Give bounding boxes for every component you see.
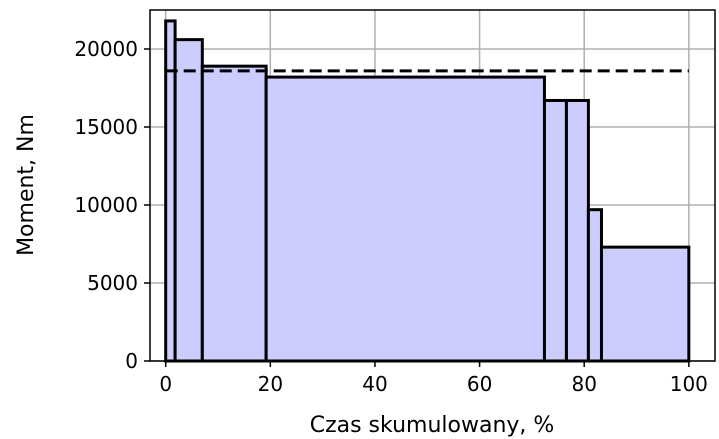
y-axis-ticks: 0 5000 10000 15000 20000: [74, 37, 150, 373]
y-tick-label-3: 15000: [74, 115, 138, 139]
y-tick-label-2: 10000: [74, 193, 138, 217]
bar-1: [173, 38, 204, 363]
x-tick-label-0: 0: [159, 372, 172, 396]
bar-7: [599, 245, 691, 363]
bar-3: [264, 75, 546, 363]
x-axis-label: Czas skumulowany, %: [310, 413, 555, 438]
plot-frame: [149, 9, 716, 362]
bar-5: [564, 98, 590, 363]
x-tick-label-2: 40: [362, 372, 387, 396]
y-tick-label-0: 0: [125, 349, 138, 373]
y-tick-label-1: 5000: [87, 271, 138, 295]
x-tick-label-4: 80: [571, 372, 596, 396]
y-axis-label: Moment, Nm: [14, 114, 39, 256]
x-tick-label-1: 20: [258, 372, 283, 396]
bar-4: [542, 98, 568, 363]
bar-6: [586, 208, 603, 363]
x-axis-ticks: 0 20 40 60 80 100: [159, 361, 708, 396]
x-tick-label-5: 100: [670, 372, 708, 396]
bar-2: [200, 64, 268, 363]
x-tick-label-3: 60: [467, 372, 492, 396]
y-tick-label-4: 20000: [74, 37, 138, 61]
